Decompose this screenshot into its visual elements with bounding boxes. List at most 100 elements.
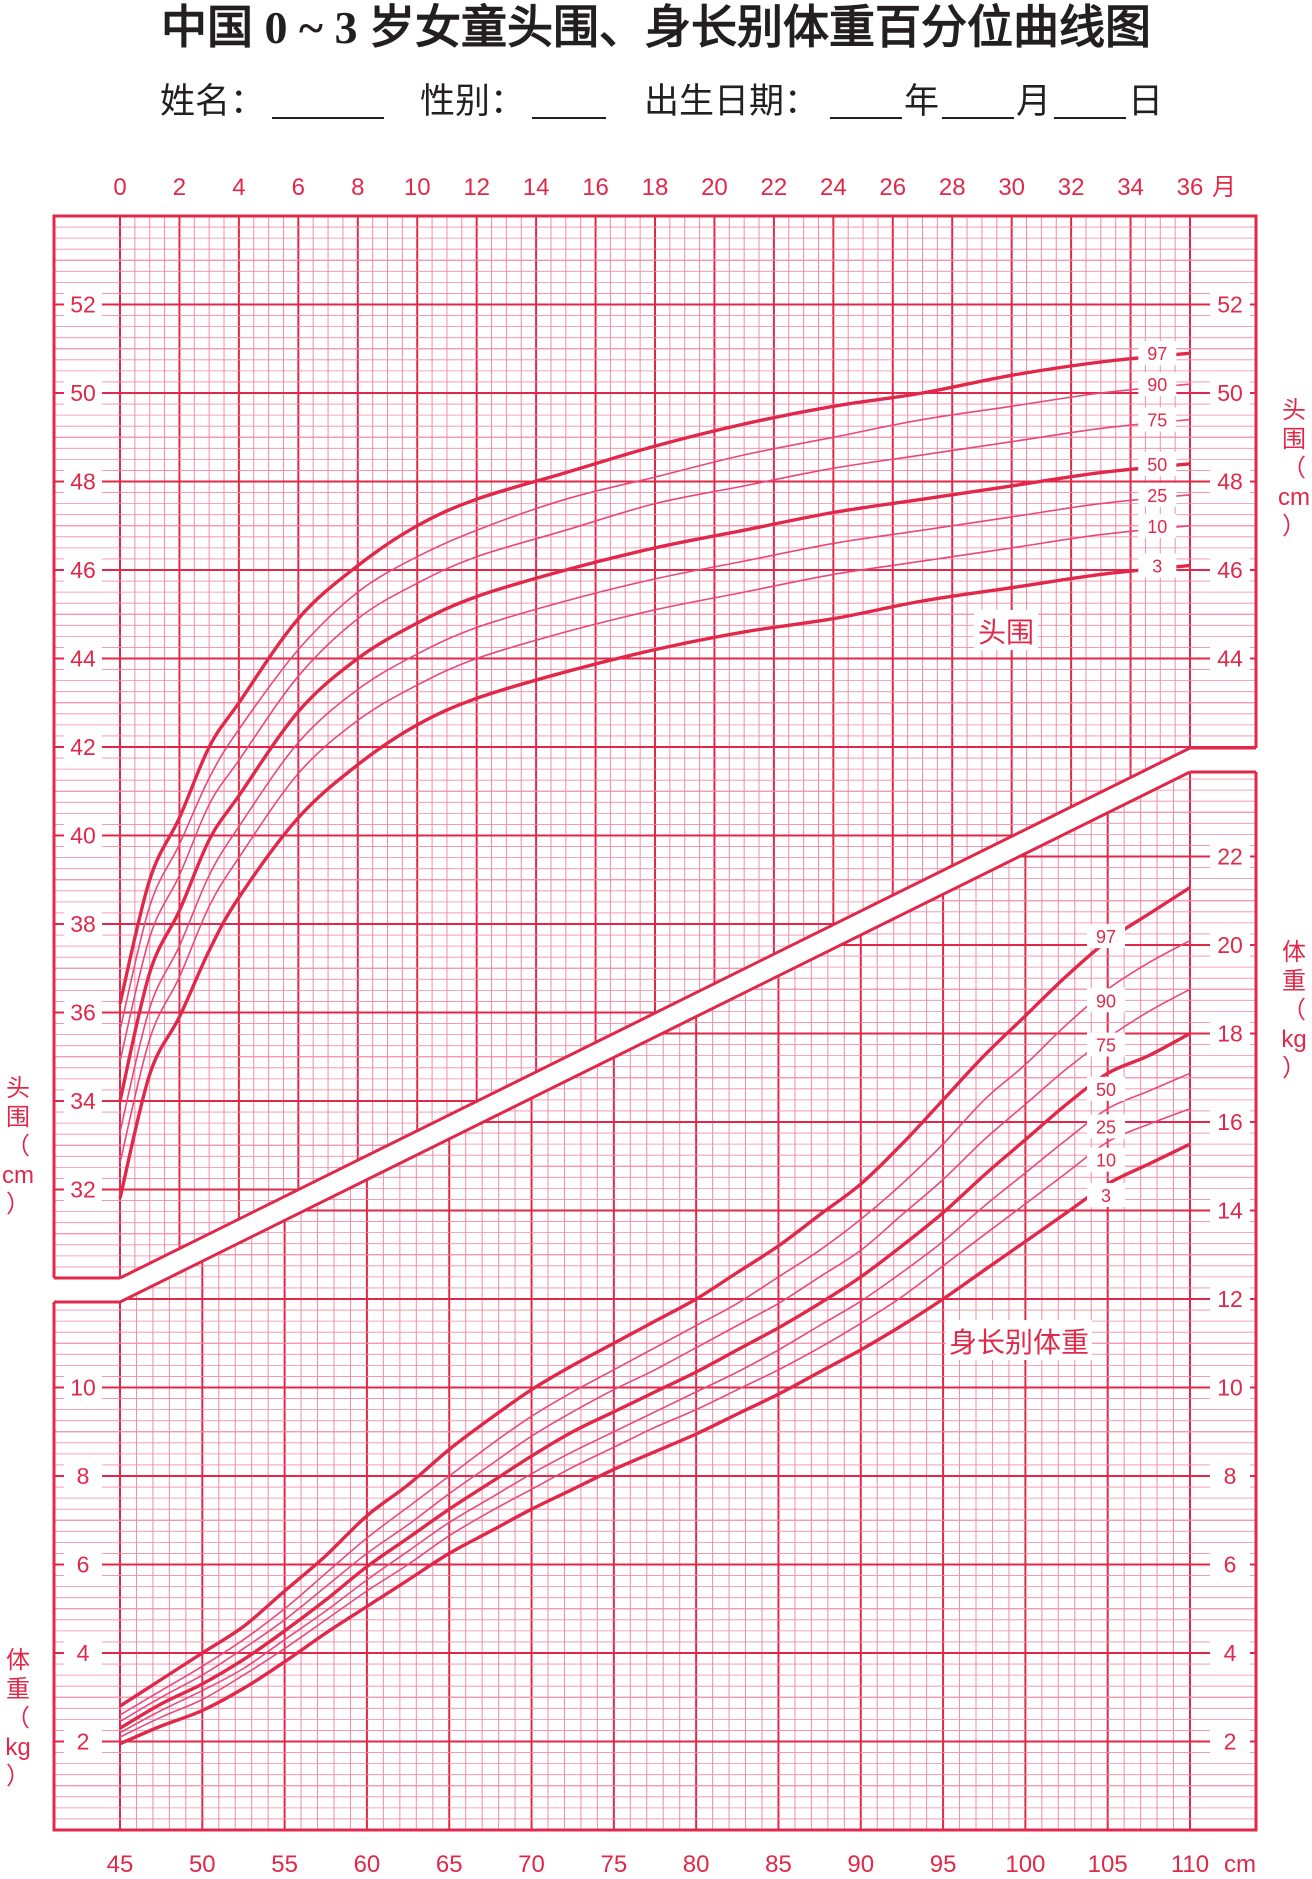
head-axis-title-right: cm bbox=[1278, 484, 1310, 511]
weight-frame bbox=[52, 772, 1258, 1832]
weight-axis-title-left: 重 bbox=[6, 1676, 30, 1703]
birth-day-blank[interactable] bbox=[1054, 117, 1126, 119]
head-y-tick-label-left: 52 bbox=[70, 292, 96, 318]
tick-bg bbox=[1210, 1727, 1250, 1756]
weight-curve-p10 bbox=[119, 1107, 1191, 1738]
tick-bg bbox=[1210, 1462, 1250, 1490]
head-percentile-bg bbox=[1138, 407, 1177, 432]
length-tick-label: 50 bbox=[189, 1851, 216, 1878]
month-tick-label: 26 bbox=[879, 174, 906, 201]
month-tick-label: 8 bbox=[351, 174, 364, 201]
weight-y-tick-label-right: 10 bbox=[1217, 1375, 1243, 1401]
month-tick-label: 28 bbox=[939, 174, 966, 201]
weight-y-tick-label-right: 6 bbox=[1224, 1552, 1237, 1578]
head-y-tick-label-right: 44 bbox=[1217, 646, 1243, 672]
year-label: 年 bbox=[904, 82, 940, 121]
head-y-tick-label-left: 48 bbox=[70, 469, 96, 495]
head-title-bg bbox=[974, 610, 1038, 650]
weight-curve-p90 bbox=[119, 939, 1191, 1716]
length-tick-label: 100 bbox=[1005, 1851, 1045, 1878]
head-y-tick-label-left: 42 bbox=[70, 734, 96, 760]
weight-y-tick-label-right: 22 bbox=[1217, 844, 1243, 870]
weight-axis-title-right: 重 bbox=[1282, 968, 1306, 995]
diagonal-divider-upper bbox=[119, 746, 1191, 1280]
birth-year-blank[interactable] bbox=[830, 117, 902, 119]
length-tick-label: 75 bbox=[600, 1851, 627, 1878]
weight-percentile-bg bbox=[1087, 988, 1126, 1013]
weight-percentile-bg bbox=[1087, 1183, 1126, 1208]
head-y-tick-label-left: 32 bbox=[70, 1177, 96, 1203]
weight-percentile-label-90: 90 bbox=[1096, 991, 1116, 1011]
head-axis-title-right: 头 bbox=[1282, 397, 1306, 424]
weight-curve-p25 bbox=[119, 1072, 1191, 1734]
tick-bg bbox=[64, 556, 102, 584]
head-curve-p10 bbox=[119, 525, 1191, 1164]
tick-bg bbox=[1210, 842, 1250, 871]
head-axis-title-right: （ bbox=[1282, 455, 1306, 482]
tick-bg bbox=[64, 1373, 102, 1402]
weight-section-title: 身长别体重 bbox=[949, 1327, 1089, 1358]
length-unit-label: cm bbox=[1224, 1851, 1256, 1878]
head-y-tick-label-left: 44 bbox=[70, 646, 96, 672]
tick-bg bbox=[1210, 1550, 1250, 1579]
tick-bg bbox=[1210, 1373, 1250, 1402]
length-tick-label: 90 bbox=[847, 1851, 874, 1878]
month-tick-label: 12 bbox=[463, 174, 490, 201]
head-axis-title-left: 围 bbox=[6, 1104, 30, 1131]
weight-percentile-label-25: 25 bbox=[1096, 1117, 1116, 1137]
weight-axis-title-left: kg bbox=[5, 1734, 30, 1761]
head-percentile-label-90: 90 bbox=[1147, 375, 1167, 395]
birth-month-blank[interactable] bbox=[942, 117, 1014, 119]
head-percentile-label-97: 97 bbox=[1147, 344, 1167, 364]
tick-bg bbox=[64, 1639, 102, 1667]
weight-grid bbox=[54, 772, 1256, 1830]
month-tick-label: 16 bbox=[582, 174, 609, 201]
tick-bg bbox=[1210, 467, 1250, 496]
month-tick-label: 6 bbox=[292, 174, 305, 201]
head-percentile-bg bbox=[1138, 482, 1177, 507]
month-tick-label: 0 bbox=[113, 174, 126, 201]
head-percentile-bg bbox=[1138, 372, 1177, 397]
weight-y-tick-label-right: 4 bbox=[1224, 1640, 1237, 1666]
chart-frame bbox=[52, 214, 1258, 1832]
head-curve-p75 bbox=[119, 418, 1191, 1062]
sex-blank[interactable] bbox=[532, 117, 606, 119]
tick-bg bbox=[64, 379, 102, 407]
weight-percentile-label-75: 75 bbox=[1096, 1036, 1116, 1056]
name-blank[interactable] bbox=[272, 117, 384, 119]
head-y-tick-label-right: 52 bbox=[1217, 292, 1243, 318]
head-percentile-label-25: 25 bbox=[1147, 486, 1167, 506]
weight-y-tick-label-right: 16 bbox=[1217, 1109, 1243, 1135]
head-curve-p90 bbox=[119, 383, 1191, 1031]
length-tick-label: 45 bbox=[107, 1851, 134, 1878]
month-tick-label: 20 bbox=[701, 174, 728, 201]
info-form: 姓名： 性别： 出生日期： 年 月 日 bbox=[0, 78, 1312, 126]
weight-curve-p97 bbox=[119, 886, 1191, 1708]
weight-y-tick-label-left: 4 bbox=[77, 1640, 90, 1666]
tick-bg bbox=[1210, 1019, 1250, 1048]
tick-bg bbox=[64, 910, 102, 938]
head-y-tick-label-left: 40 bbox=[70, 823, 96, 849]
tick-bg bbox=[1210, 379, 1250, 407]
length-tick-label: 95 bbox=[930, 1851, 957, 1878]
head-y-tick-label-left: 46 bbox=[70, 557, 96, 583]
weight-curve-p3 bbox=[119, 1142, 1191, 1746]
head-axis-title-right: ） bbox=[1282, 513, 1306, 540]
head-percentile-bg bbox=[1138, 513, 1177, 538]
weight-curve-p50 bbox=[119, 1032, 1191, 1730]
tick-bg bbox=[1210, 1196, 1250, 1225]
tick-bg bbox=[64, 1550, 102, 1579]
weight-y-tick-label-right: 14 bbox=[1217, 1198, 1243, 1224]
weight-percentile-label-97: 97 bbox=[1096, 927, 1116, 947]
head-curve-p3 bbox=[118, 563, 1191, 1199]
head-percentile-bg bbox=[1138, 341, 1177, 366]
month-tick-label: 2 bbox=[173, 174, 186, 201]
length-tick-label: 110 bbox=[1171, 1851, 1209, 1878]
length-tick-label: 70 bbox=[518, 1851, 545, 1878]
month-label: 月 bbox=[1016, 82, 1052, 121]
tick-bg bbox=[1210, 1285, 1250, 1313]
weight-axis-title-left: 体 bbox=[6, 1647, 30, 1674]
chart-title: 中国 0 ~ 3 岁女童头围、身长别体重百分位曲线图 bbox=[161, 2, 1151, 53]
weight-percentile-bg bbox=[1087, 1076, 1126, 1101]
length-tick-label: 85 bbox=[765, 1851, 792, 1878]
